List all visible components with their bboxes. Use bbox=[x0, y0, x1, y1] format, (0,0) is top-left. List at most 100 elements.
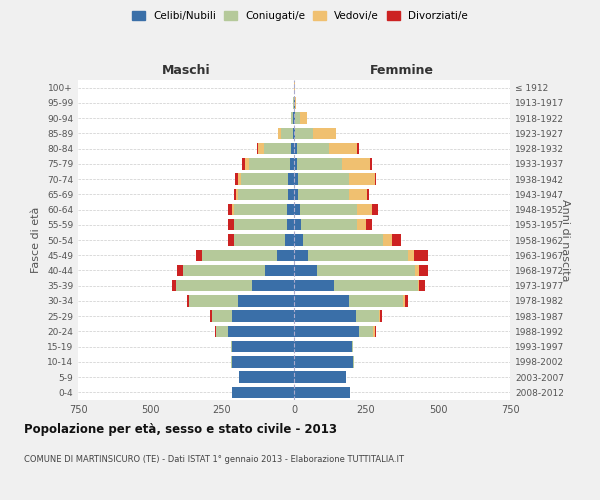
Bar bbox=[408, 250, 413, 261]
Bar bbox=[183, 265, 265, 276]
Bar bbox=[258, 143, 264, 154]
Bar bbox=[358, 204, 372, 215]
Bar bbox=[250, 158, 290, 170]
Bar bbox=[257, 143, 258, 154]
Y-axis label: Anni di nascita: Anni di nascita bbox=[560, 198, 569, 281]
Bar bbox=[211, 310, 212, 322]
Bar bbox=[353, 356, 355, 368]
Bar bbox=[294, 174, 298, 185]
Bar bbox=[297, 158, 341, 170]
Bar bbox=[294, 280, 334, 291]
Bar bbox=[370, 158, 372, 170]
Bar bbox=[294, 265, 317, 276]
Bar bbox=[252, 280, 294, 291]
Bar bbox=[300, 112, 307, 124]
Bar bbox=[281, 128, 293, 139]
Y-axis label: Fasce di età: Fasce di età bbox=[31, 207, 41, 273]
Bar bbox=[359, 326, 373, 337]
Bar bbox=[329, 143, 358, 154]
Bar bbox=[294, 158, 297, 170]
Bar bbox=[294, 310, 356, 322]
Bar bbox=[178, 265, 183, 276]
Bar bbox=[176, 280, 252, 291]
Bar bbox=[418, 280, 419, 291]
Bar bbox=[380, 310, 382, 322]
Bar bbox=[419, 265, 428, 276]
Bar bbox=[317, 265, 415, 276]
Bar bbox=[294, 234, 302, 246]
Bar bbox=[236, 188, 238, 200]
Bar bbox=[358, 219, 366, 230]
Bar bbox=[264, 143, 291, 154]
Bar bbox=[313, 128, 336, 139]
Bar bbox=[288, 174, 294, 185]
Bar bbox=[367, 188, 369, 200]
Bar bbox=[295, 128, 313, 139]
Bar bbox=[230, 356, 232, 368]
Bar bbox=[392, 234, 401, 246]
Bar bbox=[293, 128, 294, 139]
Bar bbox=[294, 372, 346, 383]
Bar bbox=[277, 250, 294, 261]
Bar bbox=[233, 234, 286, 246]
Bar bbox=[295, 97, 296, 108]
Bar bbox=[245, 158, 250, 170]
Bar bbox=[302, 234, 383, 246]
Bar bbox=[294, 341, 352, 352]
Bar bbox=[294, 356, 353, 368]
Bar bbox=[294, 250, 308, 261]
Bar bbox=[233, 219, 287, 230]
Bar bbox=[265, 265, 294, 276]
Bar bbox=[349, 295, 403, 306]
Bar bbox=[238, 295, 294, 306]
Bar bbox=[379, 310, 380, 322]
Bar bbox=[216, 326, 228, 337]
Bar bbox=[356, 310, 379, 322]
Bar bbox=[415, 265, 419, 276]
Bar bbox=[291, 143, 294, 154]
Bar bbox=[294, 295, 349, 306]
Bar bbox=[295, 112, 300, 124]
Bar bbox=[374, 174, 376, 185]
Bar bbox=[232, 341, 294, 352]
Text: COMUNE DI MARTINSICURO (TE) - Dati ISTAT 1° gennaio 2013 - Elaborazione TUTTITAL: COMUNE DI MARTINSICURO (TE) - Dati ISTAT… bbox=[24, 455, 404, 464]
Bar bbox=[238, 188, 288, 200]
Bar bbox=[334, 280, 418, 291]
Bar bbox=[228, 204, 232, 215]
Bar bbox=[235, 174, 238, 185]
Bar bbox=[196, 250, 202, 261]
Legend: Celibi/Nubili, Coniugati/e, Vedovi/e, Divorziati/e: Celibi/Nubili, Coniugati/e, Vedovi/e, Di… bbox=[129, 8, 471, 24]
Bar bbox=[308, 250, 408, 261]
Bar bbox=[419, 280, 425, 291]
Bar bbox=[374, 326, 376, 337]
Bar bbox=[413, 250, 428, 261]
Bar bbox=[298, 174, 349, 185]
Bar bbox=[233, 188, 236, 200]
Bar bbox=[352, 341, 353, 352]
Bar bbox=[239, 372, 294, 383]
Bar bbox=[372, 204, 377, 215]
Bar bbox=[301, 219, 358, 230]
Bar bbox=[286, 234, 294, 246]
Bar bbox=[341, 158, 370, 170]
Bar bbox=[294, 204, 300, 215]
Bar bbox=[294, 143, 297, 154]
Bar bbox=[403, 295, 405, 306]
Bar bbox=[232, 386, 294, 398]
Text: Maschi: Maschi bbox=[161, 64, 211, 77]
Bar bbox=[287, 204, 294, 215]
Bar bbox=[300, 204, 358, 215]
Bar bbox=[405, 295, 408, 306]
Bar bbox=[294, 386, 350, 398]
Bar bbox=[294, 128, 295, 139]
Bar bbox=[358, 143, 359, 154]
Bar bbox=[215, 326, 216, 337]
Bar bbox=[242, 158, 245, 170]
Bar bbox=[349, 188, 367, 200]
Bar bbox=[212, 310, 232, 322]
Text: Popolazione per età, sesso e stato civile - 2013: Popolazione per età, sesso e stato civil… bbox=[24, 422, 337, 436]
Bar bbox=[294, 219, 301, 230]
Bar bbox=[298, 188, 349, 200]
Bar bbox=[294, 188, 298, 200]
Bar bbox=[241, 174, 288, 185]
